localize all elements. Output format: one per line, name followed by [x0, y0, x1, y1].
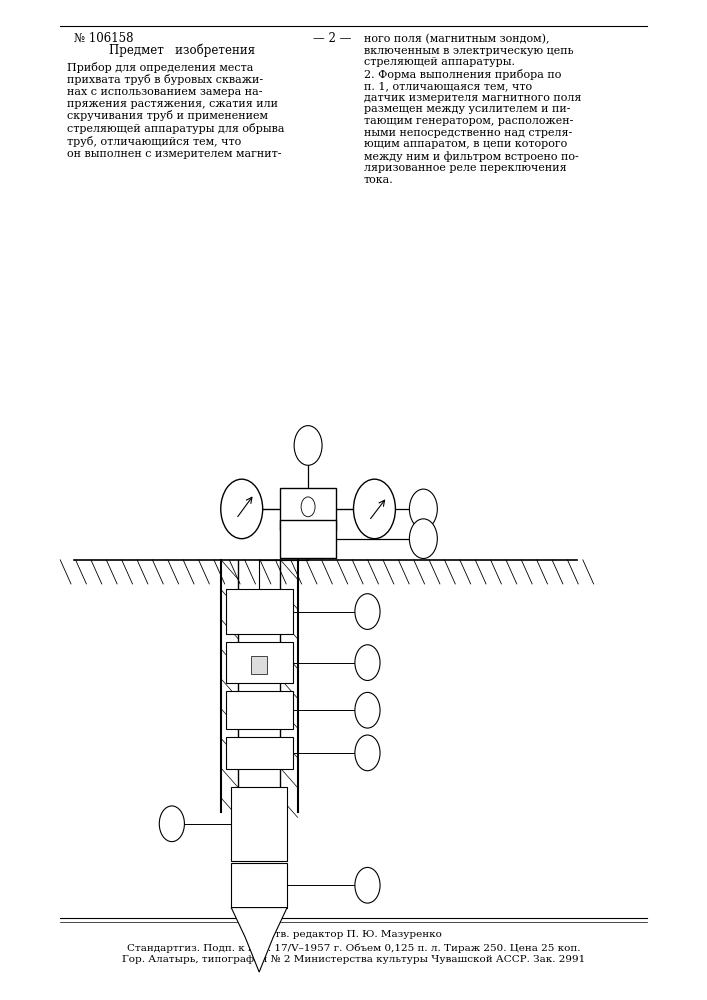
- Bar: [226, 642, 293, 683]
- Text: 1: 1: [420, 527, 427, 536]
- Bar: [231, 787, 287, 861]
- Text: Стандартгиз. Подп. к печ. 17/V–1957 г. Объем 0,125 п. л. Тираж 250. Цена 25 коп.: Стандартгиз. Подп. к печ. 17/V–1957 г. О…: [127, 943, 580, 953]
- Text: Гор. Алатырь, типография № 2 Министерства культуры Чувашской АССР. Зак. 2991: Гор. Алатырь, типография № 2 Министерств…: [122, 955, 585, 964]
- Text: Отв. редактор П. Ю. Мазуренко: Отв. редактор П. Ю. Мазуренко: [266, 930, 441, 939]
- Text: 3: 3: [305, 434, 311, 443]
- Circle shape: [355, 645, 380, 680]
- Text: ного поля (магнитным зондом),
включенным в электрическую цепь
стреляющей аппарат: ного поля (магнитным зондом), включенным…: [364, 34, 573, 67]
- Bar: [226, 691, 293, 729]
- Text: 5: 5: [364, 652, 370, 661]
- Circle shape: [355, 735, 380, 771]
- Polygon shape: [74, 560, 577, 584]
- Text: 7: 7: [364, 742, 370, 751]
- Text: Предмет   изобретения: Предмет изобретения: [110, 44, 255, 57]
- Circle shape: [294, 426, 322, 465]
- Text: 9: 9: [364, 875, 370, 884]
- Text: — 2 —: — 2 —: [313, 32, 351, 45]
- Bar: [226, 589, 293, 634]
- Text: 8: 8: [168, 813, 175, 822]
- Text: 6: 6: [364, 700, 370, 709]
- Circle shape: [409, 489, 438, 529]
- Text: 4: 4: [364, 601, 370, 610]
- Text: № 106158: № 106158: [74, 32, 134, 45]
- Bar: [226, 737, 293, 769]
- Text: 2: 2: [420, 497, 427, 506]
- Circle shape: [355, 692, 380, 728]
- Circle shape: [221, 479, 263, 539]
- Circle shape: [301, 497, 315, 517]
- Circle shape: [409, 519, 438, 559]
- Bar: [280, 488, 336, 530]
- Bar: [280, 520, 336, 558]
- Text: 2. Форма выполнения прибора по
п. 1, отличающаяся тем, что
датчик измерителя маг: 2. Форма выполнения прибора по п. 1, отл…: [364, 69, 581, 185]
- Circle shape: [159, 806, 185, 842]
- Circle shape: [355, 594, 380, 629]
- Text: Прибор для определения места
прихвата труб в буровых скважи-
нах с использование: Прибор для определения места прихвата тр…: [67, 62, 284, 159]
- Bar: [231, 863, 287, 908]
- Circle shape: [355, 867, 380, 903]
- Polygon shape: [231, 908, 287, 972]
- Bar: [252, 656, 267, 674]
- Circle shape: [354, 479, 395, 539]
